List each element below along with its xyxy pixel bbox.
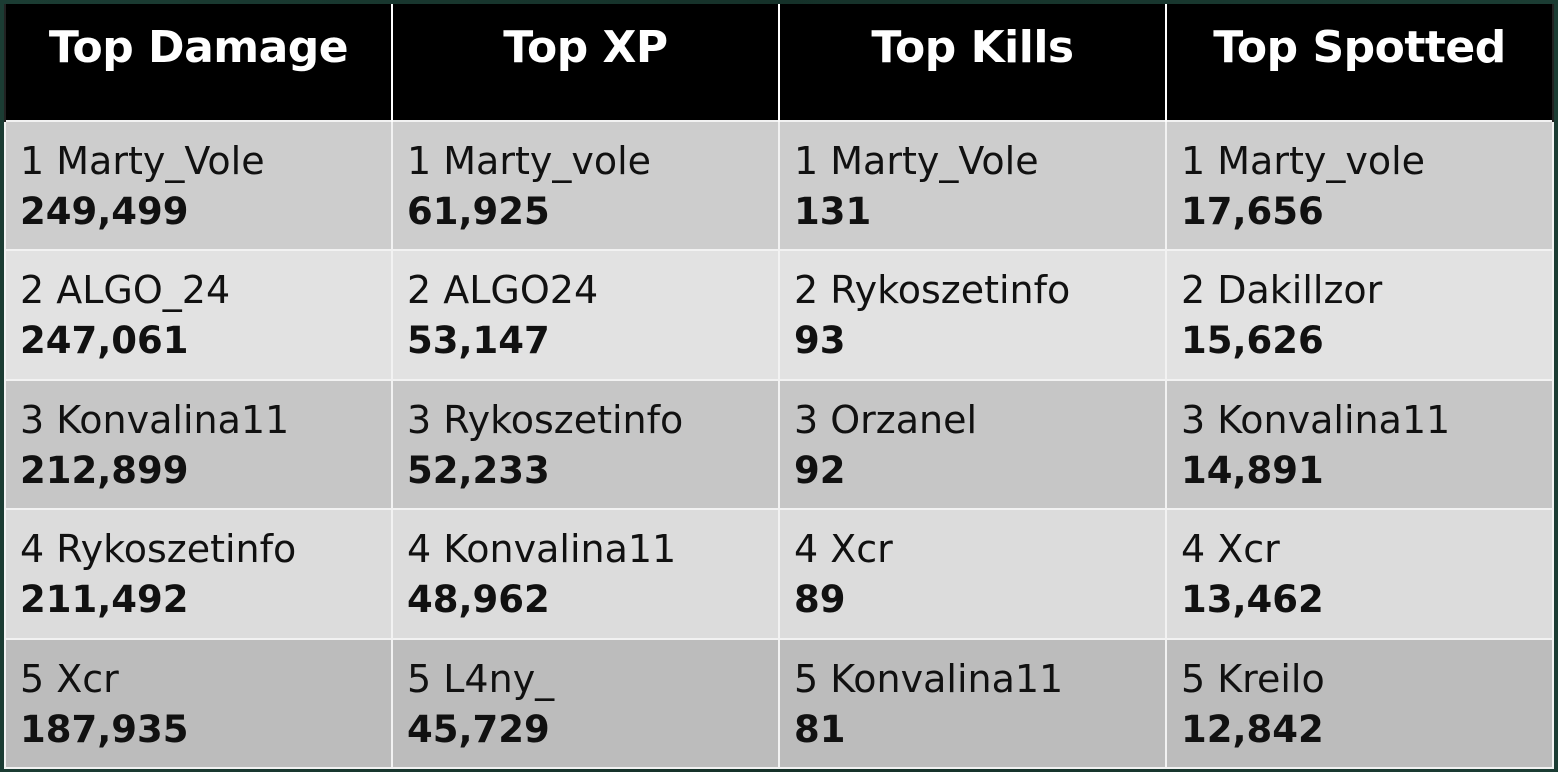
player-name: 5 Xcr: [20, 656, 119, 701]
table-cell: 2 Dakillzor 15,626: [1165, 249, 1554, 381]
stat-value: 17,656: [1181, 190, 1324, 233]
stat-value: 89: [794, 578, 846, 622]
player-name: 4 Konvalina11: [407, 527, 677, 572]
table-cell: 4 Xcr 13,462: [1165, 508, 1554, 640]
table-cell: 2 Rykoszetinfo 93: [778, 249, 1167, 381]
player-name: 1 Marty_Vole: [794, 139, 1039, 183]
header-row: Top Damage Top XP Top Kills Top Spotted: [4, 4, 1554, 121]
table-row: 3 Konvalina11 212,899 3 Rykoszetinfo 52,23…: [4, 378, 1554, 511]
table-cell: 4 Xcr 89: [778, 508, 1167, 640]
stat-value: 249,499: [20, 190, 189, 233]
stat-value: 92: [794, 448, 846, 492]
leaderboard-table: Top Damage Top XP Top Kills Top Spotted …: [4, 4, 1554, 770]
player-name: 3 Rykoszetinfo: [407, 397, 684, 442]
player-name: 5 Konvalina11: [794, 656, 1064, 701]
table-cell: 4 Konvalina11 48,962: [391, 508, 780, 640]
table-cell: 1 Marty_vole 61,925: [391, 119, 780, 252]
player-name: 4 Rykoszetinfo: [20, 527, 297, 572]
table-cell: 1 Marty_vole 17,656: [1165, 119, 1554, 252]
table-cell: 1 Marty_Vole 131: [778, 119, 1167, 252]
stat-value: 211,492: [20, 578, 189, 622]
header-top-kills: Top Kills: [778, 4, 1167, 121]
table-cell: 3 Orzanel 92: [778, 378, 1167, 511]
player-name: 2 ALGO24: [407, 268, 599, 313]
stat-value: 53,147: [407, 319, 550, 363]
player-name: 3 Konvalina11: [1181, 397, 1451, 442]
stat-value: 247,061: [20, 319, 189, 363]
table-cell: 5 Konvalina11 81: [778, 637, 1167, 770]
table-cell: 1 Marty_Vole 249,499: [4, 119, 393, 252]
stat-value: 131: [794, 190, 872, 233]
header-top-xp: Top XP: [391, 4, 780, 121]
player-name: 2 Rykoszetinfo: [794, 268, 1071, 313]
header-top-damage: Top Damage: [4, 4, 393, 121]
stat-value: 212,899: [20, 448, 189, 492]
stat-value: 52,233: [407, 448, 550, 492]
table-cell: 2 ALGO_24 247,061: [4, 249, 393, 381]
player-name: 3 Orzanel: [794, 397, 978, 442]
table-cell: 5 Kreilo 12,842: [1165, 637, 1554, 770]
player-name: 5 Kreilo: [1181, 656, 1325, 701]
player-name: 1 Marty_vole: [407, 139, 652, 183]
player-name: 4 Xcr: [1181, 527, 1280, 572]
table-row: 5 Xcr 187,935 5 L4ny_ 45,729 5 Konvalina11…: [4, 637, 1554, 770]
stat-value: 61,925: [407, 190, 550, 233]
table-row: 1 Marty_Vole 249,499 1 Marty_vole 61,925 1…: [4, 119, 1554, 252]
stat-value: 13,462: [1181, 578, 1324, 622]
player-name: 5 L4ny_: [407, 656, 555, 701]
player-name: 1 Marty_Vole: [20, 139, 265, 183]
stat-value: 48,962: [407, 578, 550, 622]
player-name: 4 Xcr: [794, 527, 893, 572]
header-top-spotted: Top Spotted: [1165, 4, 1554, 121]
table-cell: 5 L4ny_ 45,729: [391, 637, 780, 770]
table-row: 4 Rykoszetinfo 211,492 4 Konvalina11 48,96…: [4, 508, 1554, 640]
table-cell: 3 Konvalina11 212,899: [4, 378, 393, 511]
table-cell: 5 Xcr 187,935: [4, 637, 393, 770]
stat-value: 93: [794, 319, 846, 363]
table-cell: 3 Konvalina11 14,891: [1165, 378, 1554, 511]
stat-value: 81: [794, 707, 846, 751]
table-cell: 3 Rykoszetinfo 52,233: [391, 378, 780, 511]
table-cell: 2 ALGO24 53,147: [391, 249, 780, 381]
stat-value: 14,891: [1181, 448, 1324, 492]
player-name: 2 ALGO_24: [20, 268, 231, 313]
stat-value: 15,626: [1181, 319, 1324, 363]
player-name: 1 Marty_vole: [1181, 139, 1426, 183]
stat-value: 12,842: [1181, 707, 1324, 751]
player-name: 2 Dakillzor: [1181, 268, 1383, 313]
stat-value: 187,935: [20, 707, 189, 751]
table-row: 2 ALGO_24 247,061 2 ALGO24 53,147 2 Rykosz…: [4, 249, 1554, 381]
stat-value: 45,729: [407, 707, 550, 751]
player-name: 3 Konvalina11: [20, 397, 290, 442]
table-cell: 4 Rykoszetinfo 211,492: [4, 508, 393, 640]
